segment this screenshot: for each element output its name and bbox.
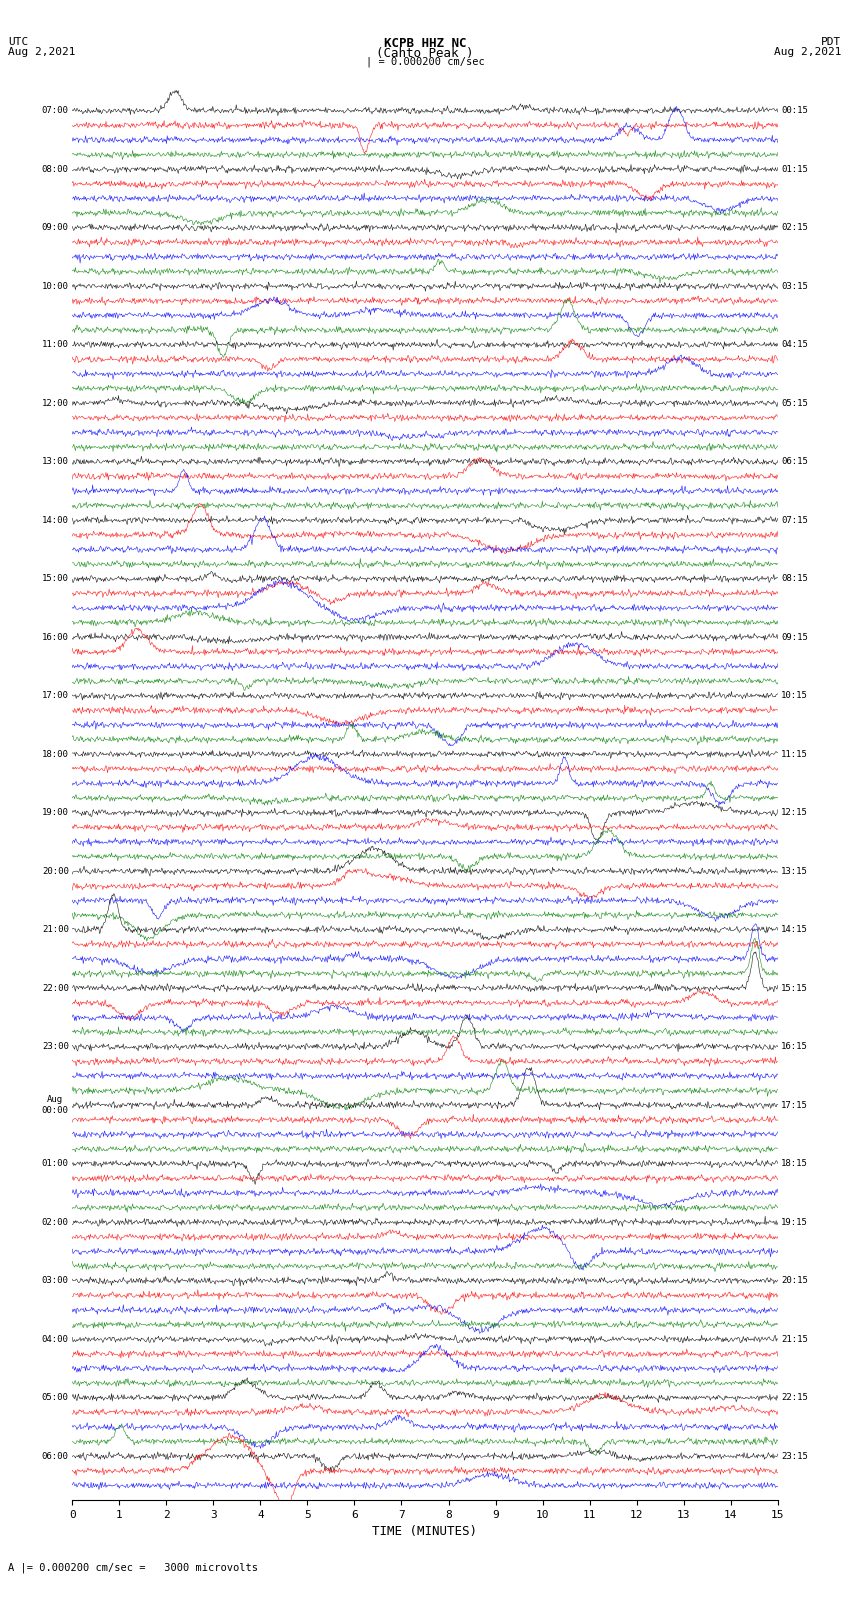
Text: | = 0.000200 cm/sec: | = 0.000200 cm/sec bbox=[366, 56, 484, 68]
Text: 02:15: 02:15 bbox=[781, 223, 808, 232]
Text: 22:15: 22:15 bbox=[781, 1394, 808, 1402]
Text: 00:15: 00:15 bbox=[781, 106, 808, 115]
Text: 19:15: 19:15 bbox=[781, 1218, 808, 1227]
X-axis label: TIME (MINUTES): TIME (MINUTES) bbox=[372, 1526, 478, 1539]
Text: 23:00: 23:00 bbox=[42, 1042, 69, 1052]
Text: 03:00: 03:00 bbox=[42, 1276, 69, 1286]
Text: 09:00: 09:00 bbox=[42, 223, 69, 232]
Text: 23:15: 23:15 bbox=[781, 1452, 808, 1461]
Text: 17:15: 17:15 bbox=[781, 1100, 808, 1110]
Text: 11:00: 11:00 bbox=[42, 340, 69, 348]
Text: 10:15: 10:15 bbox=[781, 692, 808, 700]
Text: 17:00: 17:00 bbox=[42, 692, 69, 700]
Text: 13:15: 13:15 bbox=[781, 866, 808, 876]
Text: 18:15: 18:15 bbox=[781, 1160, 808, 1168]
Text: 19:00: 19:00 bbox=[42, 808, 69, 818]
Text: 10:00: 10:00 bbox=[42, 282, 69, 290]
Text: 16:00: 16:00 bbox=[42, 632, 69, 642]
Text: A |= 0.000200 cm/sec =   3000 microvolts: A |= 0.000200 cm/sec = 3000 microvolts bbox=[8, 1561, 258, 1573]
Text: KCPB HHZ NC: KCPB HHZ NC bbox=[383, 37, 467, 50]
Text: 13:00: 13:00 bbox=[42, 456, 69, 466]
Text: 06:00: 06:00 bbox=[42, 1452, 69, 1461]
Text: (Cahto Peak ): (Cahto Peak ) bbox=[377, 47, 473, 60]
Text: 15:00: 15:00 bbox=[42, 574, 69, 584]
Text: 15:15: 15:15 bbox=[781, 984, 808, 992]
Text: 07:15: 07:15 bbox=[781, 516, 808, 524]
Text: 16:15: 16:15 bbox=[781, 1042, 808, 1052]
Text: 21:00: 21:00 bbox=[42, 926, 69, 934]
Text: 09:15: 09:15 bbox=[781, 632, 808, 642]
Text: Aug
00:00: Aug 00:00 bbox=[42, 1095, 69, 1115]
Text: 20:15: 20:15 bbox=[781, 1276, 808, 1286]
Text: 05:15: 05:15 bbox=[781, 398, 808, 408]
Text: 01:00: 01:00 bbox=[42, 1160, 69, 1168]
Text: 01:15: 01:15 bbox=[781, 165, 808, 174]
Text: 12:00: 12:00 bbox=[42, 398, 69, 408]
Text: Aug 2,2021: Aug 2,2021 bbox=[774, 47, 842, 56]
Text: 07:00: 07:00 bbox=[42, 106, 69, 115]
Text: 08:15: 08:15 bbox=[781, 574, 808, 584]
Text: PDT: PDT bbox=[821, 37, 842, 47]
Text: UTC: UTC bbox=[8, 37, 29, 47]
Text: 02:00: 02:00 bbox=[42, 1218, 69, 1227]
Text: Aug 2,2021: Aug 2,2021 bbox=[8, 47, 76, 56]
Text: 08:00: 08:00 bbox=[42, 165, 69, 174]
Text: 22:00: 22:00 bbox=[42, 984, 69, 992]
Text: 20:00: 20:00 bbox=[42, 866, 69, 876]
Text: 04:00: 04:00 bbox=[42, 1334, 69, 1344]
Text: 12:15: 12:15 bbox=[781, 808, 808, 818]
Text: 04:15: 04:15 bbox=[781, 340, 808, 348]
Text: 11:15: 11:15 bbox=[781, 750, 808, 758]
Text: 03:15: 03:15 bbox=[781, 282, 808, 290]
Text: 14:00: 14:00 bbox=[42, 516, 69, 524]
Text: 05:00: 05:00 bbox=[42, 1394, 69, 1402]
Text: 18:00: 18:00 bbox=[42, 750, 69, 758]
Text: 06:15: 06:15 bbox=[781, 456, 808, 466]
Text: 14:15: 14:15 bbox=[781, 926, 808, 934]
Text: 21:15: 21:15 bbox=[781, 1334, 808, 1344]
